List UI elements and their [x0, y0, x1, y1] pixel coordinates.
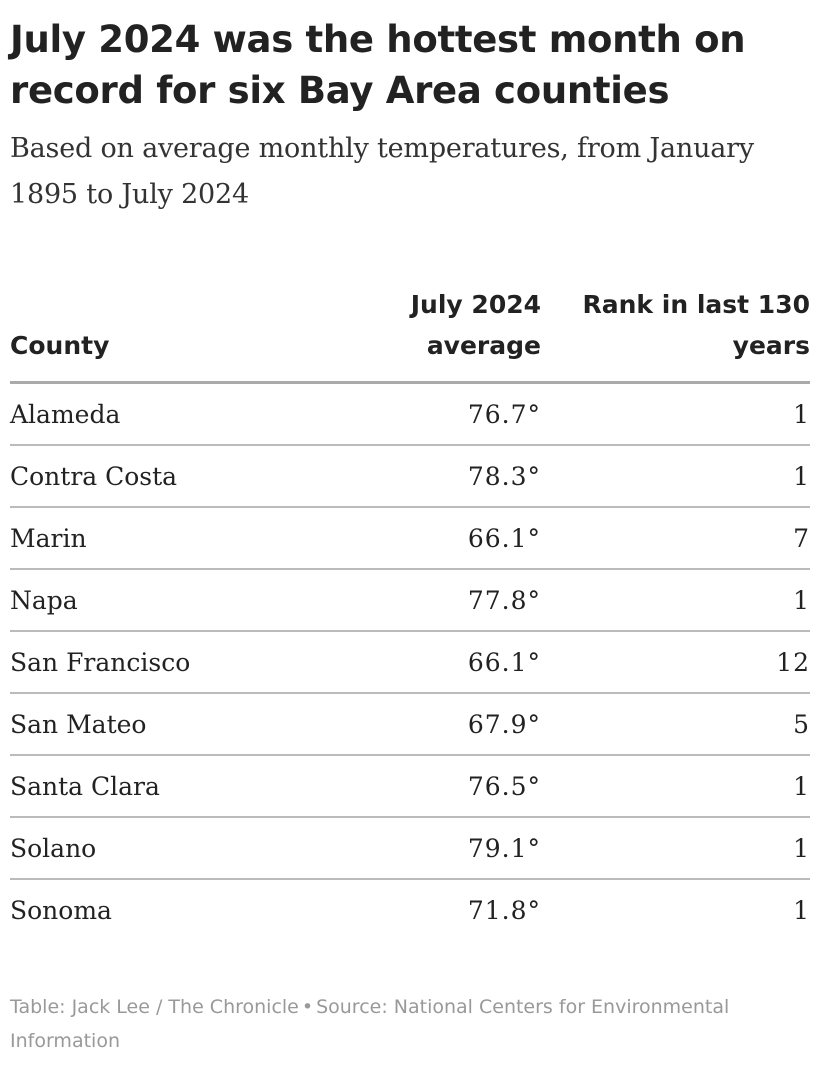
table-row: Alameda 76.7° 1	[10, 382, 810, 446]
credit-text: Table: Jack Lee / The Chronicle	[10, 996, 299, 1018]
cell-average: 66.1°	[340, 631, 541, 694]
chart-subtitle: Based on average monthly temperatures, f…	[10, 133, 754, 210]
source-text: Source: National Centers for Environment…	[10, 996, 730, 1052]
cell-rank: 1	[541, 569, 810, 632]
cell-rank: 5	[541, 693, 810, 756]
cell-average: 76.7°	[340, 382, 541, 446]
cell-county: Sonoma	[10, 895, 112, 925]
cell-average: 79.1°	[340, 817, 541, 880]
column-header-average: July 2024 average	[340, 284, 541, 384]
cell-rank: 1	[541, 445, 810, 508]
cell-county: Alameda	[10, 382, 340, 446]
table-row: San Mateo 67.9° 5	[10, 693, 810, 756]
table-header-row: County July 2024 average Rank in last 13…	[10, 284, 810, 384]
cell-county: Napa	[10, 569, 340, 632]
cell-county: Contra Costa	[10, 445, 340, 508]
column-header-county: County	[10, 284, 340, 384]
data-table: County July 2024 average Rank in last 13…	[10, 284, 810, 940]
table-row: Napa 77.8° 1	[10, 569, 810, 632]
cell-rank: 12	[541, 631, 810, 694]
chart-footer: Table: Jack Lee / The Chronicle • Source: …	[10, 990, 770, 1058]
table-row: Solano 79.1° 1	[10, 817, 810, 880]
chart-title: July 2024 was the hottest month on recor…	[10, 18, 746, 112]
table-body: Alameda 76.7° 1 Contra Costa 78.3° 1 Marin 66.1…	[10, 382, 810, 941]
cell-county: Marin	[10, 507, 340, 570]
cell-average: 71.8°	[467, 895, 541, 925]
table-row: Contra Costa 78.3° 1	[10, 445, 810, 508]
column-header-rank: Rank in last 130 years	[541, 284, 810, 384]
table-row: Sonoma 71.8° 1	[10, 879, 810, 940]
cell-average: 67.9°	[340, 693, 541, 756]
cell-county: Santa Clara	[10, 755, 340, 818]
cell-rank: 1	[541, 755, 810, 818]
cell-average: 77.8°	[340, 569, 541, 632]
table-row: Santa Clara 76.5° 1	[10, 755, 810, 818]
cell-rank: 1	[541, 817, 810, 880]
cell-average: 66.1°	[340, 507, 541, 570]
cell-rank: 7	[541, 507, 810, 570]
cell-rank: 1	[541, 382, 810, 446]
cell-county: San Mateo	[10, 693, 340, 756]
cell-average: 76.5°	[340, 755, 541, 818]
cell-county: Solano	[10, 817, 340, 880]
cell-rank: 1	[793, 895, 810, 925]
footer-separator: •	[301, 996, 314, 1018]
table-row: Marin 66.1° 7	[10, 507, 810, 570]
cell-average: 78.3°	[340, 445, 541, 508]
cell-county: San Francisco	[10, 631, 340, 694]
chart-header: July 2024 was the hottest month on recor…	[10, 14, 810, 218]
table-row: San Francisco 66.1° 12	[10, 631, 810, 694]
